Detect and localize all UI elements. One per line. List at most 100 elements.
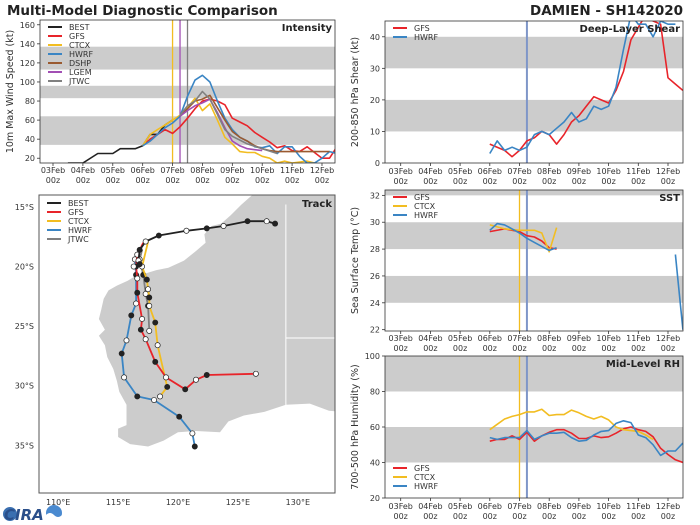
x-tick-label-time: 00z [483,344,497,353]
track-ctcx [139,241,171,400]
x-tick-label-time: 00z [572,177,586,186]
x-tick-label: 12Feb [656,167,680,176]
legend-label-gfs: GFS [68,208,84,217]
panel-title: Deep-Layer Shear [580,24,681,35]
x-tick-label: 07Feb [507,502,531,511]
track-point-marker [182,386,189,393]
series-line-ctcx [489,408,654,441]
track-point-marker [157,393,163,400]
plot-frame [39,19,336,164]
track-point-marker [139,316,146,322]
x-tick-label: 08Feb [537,167,561,176]
series-line-gfs [142,98,335,159]
series-line-hwrf [489,21,676,154]
y-tick-label: 60 [25,116,35,125]
track-point-marker [163,374,169,381]
track-point-marker [203,372,210,378]
x-tick-label-time: 00z [106,176,120,185]
x-tick-label: 04Feb [418,334,442,343]
track-point-marker [130,263,137,270]
x-tick-label-time: 00z [512,344,526,353]
track-point-marker [152,358,159,365]
x-tick-label-time: 00z [394,512,408,521]
x-tick-label-time: 00z [394,177,408,186]
track-point-marker [272,220,279,227]
x-tick-label: 08Feb [190,166,214,175]
series-line-dshp [179,94,330,153]
legend-label-ctcx: CTCX [68,217,90,226]
x-tick-label-time: 00z [631,177,645,186]
y-tick-label: 22 [370,326,380,335]
map-frame [38,194,336,494]
x-tick-label: 06Feb [478,334,502,343]
track-point-marker [134,289,141,296]
lon-tick-label: 110°E [46,498,70,507]
x-tick-label-time: 00z [483,177,497,186]
lon-tick-label: 120°E [166,498,190,507]
legend-label-best: BEST [69,23,90,32]
track-point-marker [146,302,153,309]
x-tick-label: 06Feb [478,502,502,511]
x-tick-label: 11Feb [626,167,650,176]
x-tick-label-time: 00z [225,176,239,185]
map-area [39,195,335,493]
x-tick-label: 09Feb [567,167,591,176]
legend-label-gfs: GFS [414,24,430,33]
y-tick-label: 100 [365,352,380,361]
shade-band [385,36,683,69]
x-tick-label-time: 00z [661,177,675,186]
x-tick-label: 05Feb [448,167,472,176]
panel-sst: 22242628303203Feb00z04Feb00z05Feb00z06Fe… [350,189,684,353]
x-tick-label: 10Feb [596,502,620,511]
x-tick-label: 12Feb [656,502,680,511]
lon-tick-label: 115°E [106,498,130,507]
y-axis-label: 700-500 hPa Humidity (%) [350,364,361,489]
legend-label-hwrf: HWRF [69,50,93,59]
x-tick-label-time: 00z [315,176,329,185]
lat-tick-label: 35°S [15,441,34,450]
x-tick-label-time: 00z [542,177,556,186]
track-point-marker [164,383,171,390]
x-tick-label: 10Feb [250,166,274,175]
track-point-marker [137,326,144,333]
y-tick-label: 40 [25,135,35,144]
x-tick-label-time: 00z [572,344,586,353]
y-tick-label: 60 [370,423,380,432]
track-point-marker [152,319,159,326]
x-tick-label: 10Feb [596,167,620,176]
series-line-hwrf [489,222,557,252]
y-tick-label: 10 [370,127,380,136]
x-tick-label: 12Feb [310,166,334,175]
storm-name: DAMIEN - SH142020 [530,3,683,19]
x-tick-label-time: 00z [542,344,556,353]
plot-area [385,356,683,498]
x-tick-label: 07Feb [507,167,531,176]
x-tick-label-time: 00z [542,512,556,521]
track-point-marker [146,294,153,301]
legend-label-hwrf: HWRF [68,226,92,235]
x-tick-label-time: 00z [394,344,408,353]
track-point-marker [133,300,140,307]
y-tick-label: 100 [20,78,35,87]
panel-track: 15°S 20°S 25°S 30°S 35°S 110°E 115°E 120°E 125°E… [15,194,336,507]
x-tick-label: 11Feb [280,166,304,175]
x-tick-label-time: 00z [195,176,209,185]
panel-title: SST [659,193,680,204]
track-point-marker [252,370,259,377]
track-point-marker [123,337,130,344]
x-tick-label-time: 00z [483,512,497,521]
x-tick-label: 05Feb [448,502,472,511]
y-tick-label: 28 [370,245,380,254]
track-point-marker [146,327,153,334]
y-tick-label: 80 [370,388,380,397]
track-point-marker [136,246,143,253]
series-line-gfs [489,21,683,158]
lat-tick-label: 20°S [15,263,34,272]
legend-label-gfs: GFS [414,193,430,202]
panel-rh: 2040608010003Feb00z04Feb00z05Feb00z06Feb… [350,352,684,521]
x-tick-label: 09Feb [567,334,591,343]
shade-band [385,275,683,303]
track-point-marker [203,225,210,232]
panel-title: Track [302,199,332,210]
